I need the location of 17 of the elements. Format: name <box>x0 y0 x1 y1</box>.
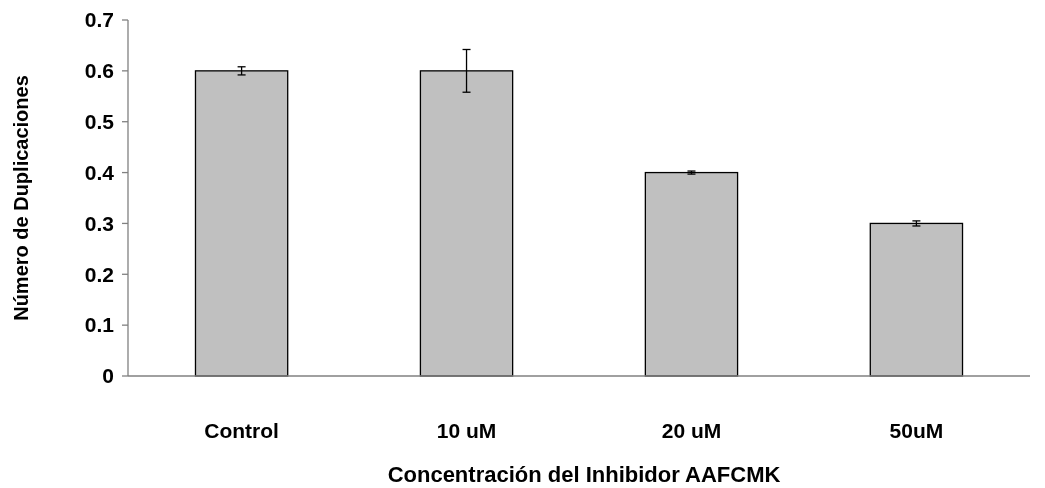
x-tick-label: 50uM <box>889 419 944 442</box>
y-tick-label: 0.3 <box>84 211 114 235</box>
bar <box>869 222 964 377</box>
y-tick-label: 0.7 <box>84 8 114 32</box>
bar <box>644 171 739 377</box>
bar <box>194 70 289 377</box>
y-tick-label: 0.6 <box>84 59 114 83</box>
y-tick-label: 0 <box>102 364 114 388</box>
y-tick-label: 0.1 <box>84 313 115 337</box>
x-tick-label: 20 uM <box>661 419 722 442</box>
y-tick-label: 0.4 <box>84 160 115 184</box>
x-axis-title: Concentración del Inhibidor AAFCMK <box>387 462 781 487</box>
y-tick-label: 0.2 <box>84 262 114 286</box>
y-axis-title: Número de Duplicaciones <box>10 75 32 321</box>
x-tick-label: 10 uM <box>436 419 497 442</box>
x-tick-label: Control <box>204 419 279 442</box>
y-tick-label: 0.5 <box>84 110 115 134</box>
